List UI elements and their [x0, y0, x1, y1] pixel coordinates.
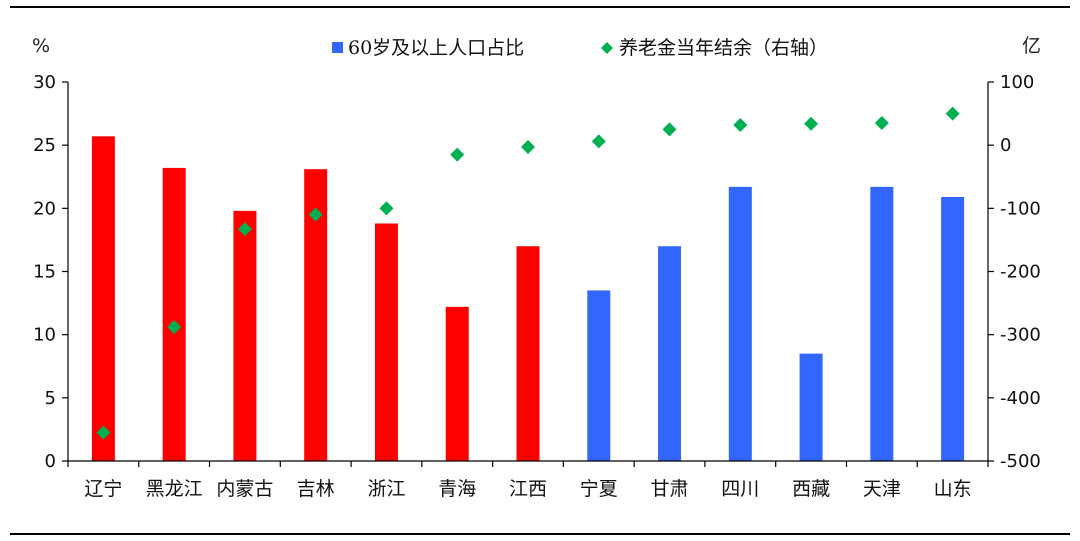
bar — [445, 306, 469, 461]
bar — [941, 196, 965, 462]
category-label: 江西 — [509, 478, 547, 500]
bar — [516, 246, 540, 461]
left-tick-label: 25 — [33, 135, 56, 156]
category-label: 吉林 — [297, 478, 335, 500]
category-label: 宁夏 — [580, 478, 618, 500]
left-tick-label: 15 — [33, 262, 56, 283]
right-tick-label: 100 — [1000, 72, 1034, 93]
diamond-marker — [945, 106, 960, 121]
bar — [374, 223, 398, 461]
diamond-marker — [874, 116, 889, 131]
diamond-marker — [591, 134, 606, 149]
diamond-marker — [167, 320, 182, 335]
right-tick-label: -400 — [1000, 388, 1041, 409]
category-label: 浙江 — [367, 478, 405, 500]
marker-series — [96, 106, 960, 440]
category-label: 西藏 — [792, 478, 830, 500]
category-label: 四川 — [721, 478, 759, 500]
legend: 60岁及以上人口占比 养老金当年结余（右轴） — [332, 37, 828, 59]
left-tick-label: 20 — [33, 198, 56, 219]
right-tick-label: -300 — [1000, 325, 1041, 346]
right-tick-label: 0 — [1000, 135, 1011, 156]
category-label: 青海 — [438, 478, 476, 500]
legend-label-pension: 养老金当年结余（右轴） — [619, 37, 828, 59]
legend-swatch-pension — [601, 42, 613, 54]
left-tick-label: 0 — [45, 451, 56, 472]
right-tick-label: -100 — [1000, 198, 1041, 219]
right-tick-label: -200 — [1000, 262, 1041, 283]
left-tick-label: 5 — [45, 388, 56, 409]
left-axis-unit: % — [32, 35, 50, 57]
x-axis: 辽宁 黑龙江 内蒙古 吉林 浙江 青海 江西 宁夏 甘肃 四川 西藏 天津 山东 — [67, 460, 989, 500]
diamond-marker — [450, 147, 465, 162]
category-label: 内蒙古 — [216, 478, 273, 500]
bottom-rule — [10, 533, 1070, 535]
bar — [658, 246, 682, 461]
left-tick-label: 10 — [33, 325, 56, 346]
diamond-marker — [237, 222, 252, 237]
diamond-marker — [96, 425, 111, 440]
category-label: 山东 — [934, 478, 972, 500]
left-axis: 0 5 10 15 20 25 30 — [33, 72, 69, 472]
bar — [799, 353, 823, 461]
diamond-marker — [379, 201, 394, 216]
diamond-marker — [733, 117, 748, 132]
top-rule — [10, 6, 1070, 8]
bar — [304, 169, 328, 462]
diamond-marker — [308, 207, 323, 222]
bar — [162, 167, 186, 461]
diamond-marker — [662, 122, 677, 137]
right-axis: 100 0 -100 -200 -300 -400 -500 — [987, 72, 1041, 472]
bar — [233, 210, 257, 461]
left-tick-label: 30 — [33, 72, 56, 93]
category-label: 天津 — [863, 478, 901, 500]
diamond-marker — [521, 140, 535, 155]
bar — [870, 186, 894, 461]
category-label: 甘肃 — [651, 478, 689, 500]
bar-series — [91, 136, 965, 462]
legend-swatch-population — [332, 42, 343, 53]
diamond-marker — [804, 116, 819, 131]
bar — [91, 136, 115, 461]
category-label: 辽宁 — [84, 478, 122, 500]
right-axis-unit: 亿 — [1022, 35, 1041, 57]
right-tick-label: -500 — [1000, 451, 1041, 472]
bar — [728, 186, 752, 461]
category-label: 黑龙江 — [146, 478, 203, 500]
legend-label-population: 60岁及以上人口占比 — [348, 37, 524, 59]
bar — [587, 290, 611, 461]
